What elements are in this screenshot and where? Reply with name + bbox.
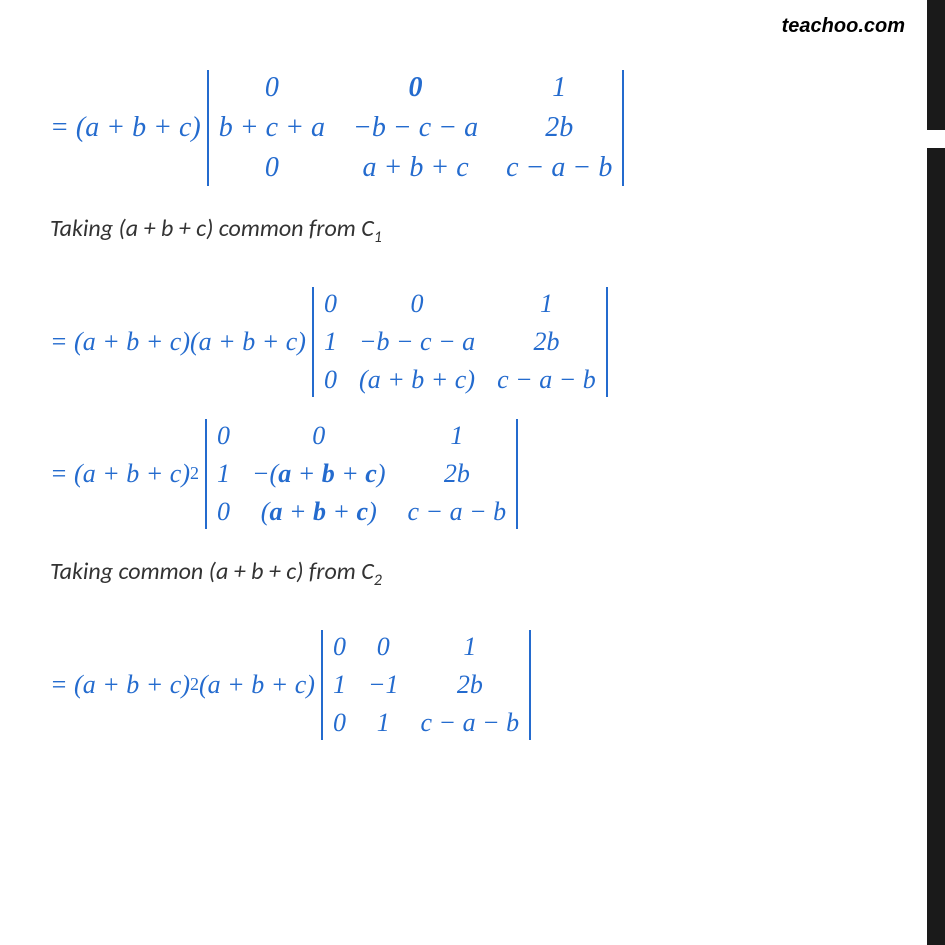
equation-line-4: = (a + b + c)2(a + b + c) 0 0 1 1 −1 2b … xyxy=(50,630,895,740)
det-bar-right xyxy=(529,630,531,740)
exp-3: 2 xyxy=(190,463,199,484)
matrix-2: 0 0 1 1 −b − c − a 2b 0 (a + b + c) c − … xyxy=(314,287,606,397)
matrix-3: 0 0 1 1 −(a + b + c) 2b 0 (a + b + c) c … xyxy=(207,419,516,529)
prefix-3a: = (a + b + c) xyxy=(50,459,190,489)
watermark: teachoo.com xyxy=(782,15,905,38)
explain-2-text: Taking common (a + b + c) from C xyxy=(50,557,374,586)
prefix-1: = (a + b + c) xyxy=(50,112,201,144)
explain-2: Taking common (a + b + c) from C2 xyxy=(50,557,895,590)
explain-1-text: Taking (a + b + c) common from C xyxy=(50,214,374,243)
determinant-4: 0 0 1 1 −1 2b 0 1 c − a − b xyxy=(321,630,531,740)
det-bar-right xyxy=(606,287,608,397)
exp-4: 2 xyxy=(190,674,199,695)
determinant-3: 0 0 1 1 −(a + b + c) 2b 0 (a + b + c) c … xyxy=(205,419,518,529)
sidebar-stripe xyxy=(927,0,945,945)
matrix-1: 0 0 1 b + c + a −b − c − a 2b 0 a + b + … xyxy=(209,70,623,186)
equation-line-3: = (a + b + c)2 0 0 1 1 −(a + b + c) 2b 0… xyxy=(50,419,895,529)
equation-line-2: = (a + b + c)(a + b + c) 0 0 1 1 −b − c … xyxy=(50,287,895,397)
explain-1: Taking (a + b + c) common from C1 xyxy=(50,214,895,247)
prefix-4b: (a + b + c) xyxy=(199,670,315,700)
det-bar-right xyxy=(516,419,518,529)
prefix-4a: = (a + b + c) xyxy=(50,670,190,700)
prefix-2: = (a + b + c)(a + b + c) xyxy=(50,327,306,357)
explain-2-sub: 2 xyxy=(374,571,382,590)
matrix-4: 0 0 1 1 −1 2b 0 1 c − a − b xyxy=(323,630,529,740)
equation-line-1: = (a + b + c) 0 0 1 b + c + a −b − c − a… xyxy=(50,70,895,186)
determinant-2: 0 0 1 1 −b − c − a 2b 0 (a + b + c) c − … xyxy=(312,287,608,397)
explain-1-sub: 1 xyxy=(374,228,382,247)
determinant-1: 0 0 1 b + c + a −b − c − a 2b 0 a + b + … xyxy=(207,70,625,186)
det-bar-right xyxy=(622,70,624,186)
